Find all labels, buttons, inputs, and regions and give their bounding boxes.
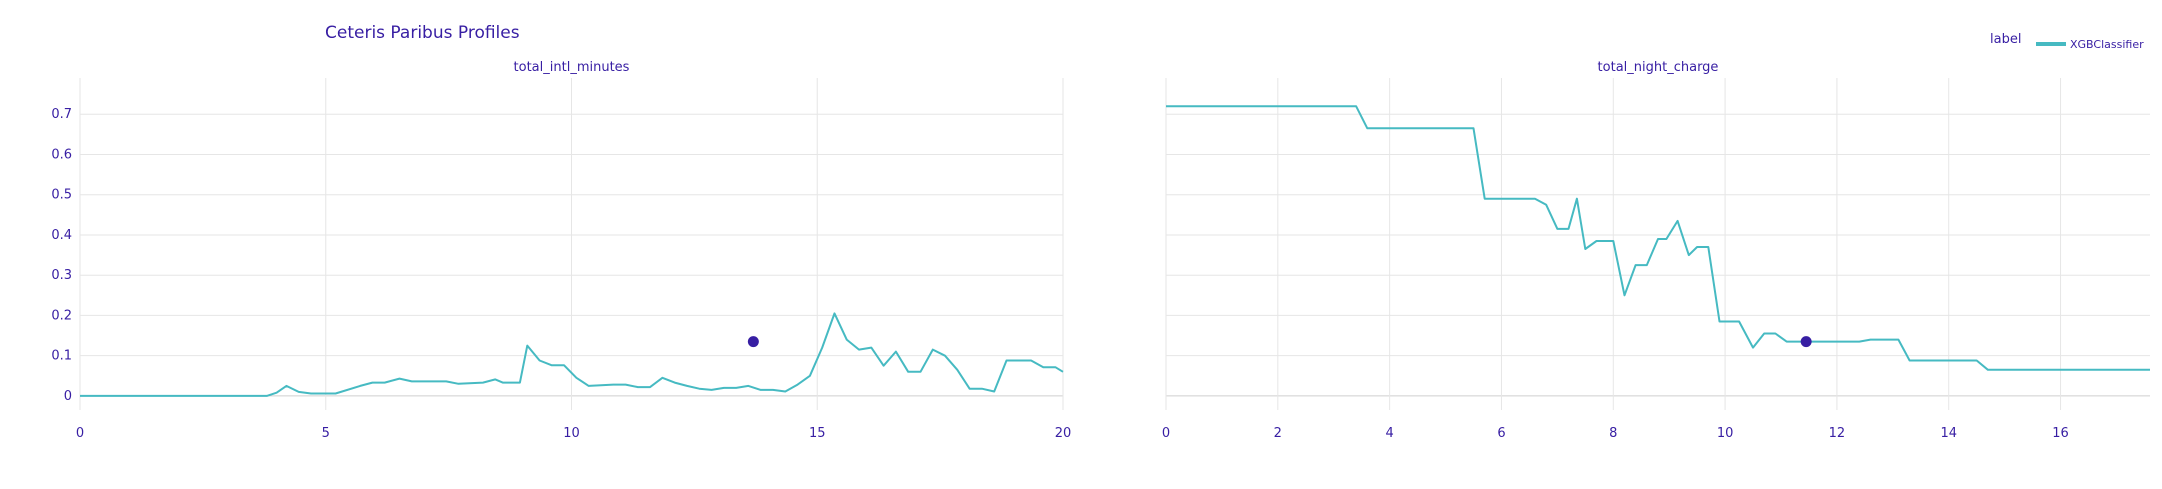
y-tick-label: 0.7	[51, 107, 72, 122]
profile-line-xgbclassifier	[80, 312, 1064, 397]
x-tick-label: 14	[1940, 426, 1957, 441]
observation-point	[747, 336, 759, 348]
legend-title: label	[1990, 32, 2021, 47]
x-tick-label: 0	[1162, 426, 1170, 441]
x-tick-label: 12	[1829, 426, 1846, 441]
subplot-title: total_intl_minutes	[514, 60, 630, 75]
x-tick-label: 2	[1274, 426, 1282, 441]
x-tick-label: 5	[322, 426, 330, 441]
subplot-title: total_night_charge	[1598, 60, 1719, 75]
y-tick-label: 0	[64, 389, 72, 404]
observation-point	[1800, 336, 1812, 348]
x-tick-label: 20	[1055, 426, 1072, 441]
x-tick-label: 15	[809, 426, 826, 441]
y-tick-label: 0.2	[51, 308, 72, 323]
profile-line-xgbclassifier	[1166, 105, 2150, 371]
x-tick-label: 10	[563, 426, 580, 441]
subplot-total-intl-minutes: total_intl_minutes 0 0.1 0.2 0.3 0.4 0.5 0.6 0.7…	[51, 60, 1071, 441]
x-tick-label: 8	[1609, 426, 1617, 441]
x-tick-label: 10	[1717, 426, 1734, 441]
subplot-total-night-charge: total_night_charge 0 2 4 6 8 10 12 14 16	[1162, 60, 2150, 441]
legend-label-xgbclassifier: XGBClassifier	[2070, 38, 2144, 51]
x-tick-label: 16	[2052, 426, 2069, 441]
y-tick-label: 0.5	[51, 188, 72, 203]
chart-title: Ceteris Paribus Profiles	[325, 23, 520, 43]
x-tick-label: 0	[76, 426, 84, 441]
y-tick-label: 0.3	[51, 268, 72, 283]
x-tick-label: 6	[1497, 426, 1505, 441]
y-tick-label: 0.1	[51, 349, 72, 364]
y-tick-label: 0.4	[51, 228, 72, 243]
y-tick-label: 0.6	[51, 147, 72, 162]
x-tick-label: 4	[1385, 426, 1393, 441]
